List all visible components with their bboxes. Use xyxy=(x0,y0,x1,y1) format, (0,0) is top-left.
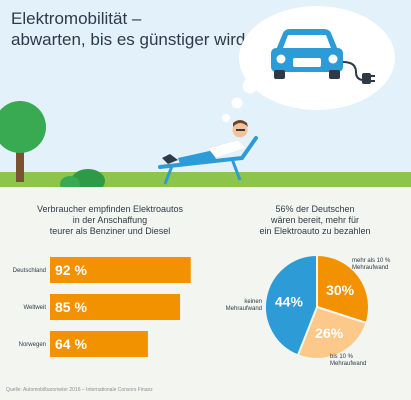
title-line-2: abwarten, bis es günstiger wird xyxy=(11,30,246,49)
pie-caption-line-2: wären bereit, mehr für xyxy=(270,215,360,225)
pie-slice-label: Mehraufwand xyxy=(352,265,388,271)
pie-slice xyxy=(316,253,370,325)
person-on-lounger xyxy=(158,120,258,185)
bar-value-label: 64 % xyxy=(55,336,87,352)
bar-caption-line-2: in der Anschaffung xyxy=(72,215,148,225)
pie-value-label: 26% xyxy=(315,325,344,341)
bar-category-label: Weltweit xyxy=(23,305,46,311)
bar-caption-line-1: Verbraucher empfinden Elektroautos xyxy=(36,204,184,214)
pie-slice-label: Mehraufwand xyxy=(330,361,366,367)
pie-slice-label: mehr als 10 % xyxy=(352,258,391,264)
pie-slice-label: bis 10 % xyxy=(330,354,354,360)
title-line-1: Elektromobilität – xyxy=(11,9,142,28)
pie-value-label: 30% xyxy=(326,282,355,298)
source-note: Quelle: Automobilbarometer 2016 – Intern… xyxy=(6,387,153,393)
pie-chart-caption: 56% der Deutschen wären bereit, mehr für… xyxy=(240,204,390,237)
title: Elektromobilität – abwarten, bis es güns… xyxy=(11,8,245,50)
electric-car-icon xyxy=(271,29,375,84)
bar-chart: Deutschland 92 % Weltweit 85 % Norwegen 64 % xyxy=(13,257,191,357)
pie-caption-line-1: 56% der Deutschen xyxy=(275,204,355,214)
bar-category-label: Deutschland xyxy=(13,268,46,274)
bar-caption-line-3: teurer als Benziner und Diesel xyxy=(49,226,171,236)
bar-value-label: 92 % xyxy=(55,262,87,278)
pie-slice-label: keinen xyxy=(244,299,262,305)
pie-value-label: 44% xyxy=(275,294,304,310)
tree xyxy=(0,101,46,182)
bar-chart-caption: Verbraucher empfinden Elektroautos in de… xyxy=(25,204,195,237)
pie-slice xyxy=(296,305,368,360)
pie-caption-line-3: ein Elektroauto zu bezahlen xyxy=(259,226,371,236)
bar xyxy=(50,257,191,283)
pie-slice-label: Mehraufwand xyxy=(226,306,262,312)
bar-value-label: 85 % xyxy=(55,299,87,315)
bar-category-label: Norwegen xyxy=(19,342,46,348)
bar xyxy=(50,294,181,320)
pie-slice xyxy=(264,253,318,357)
bar xyxy=(50,331,148,357)
